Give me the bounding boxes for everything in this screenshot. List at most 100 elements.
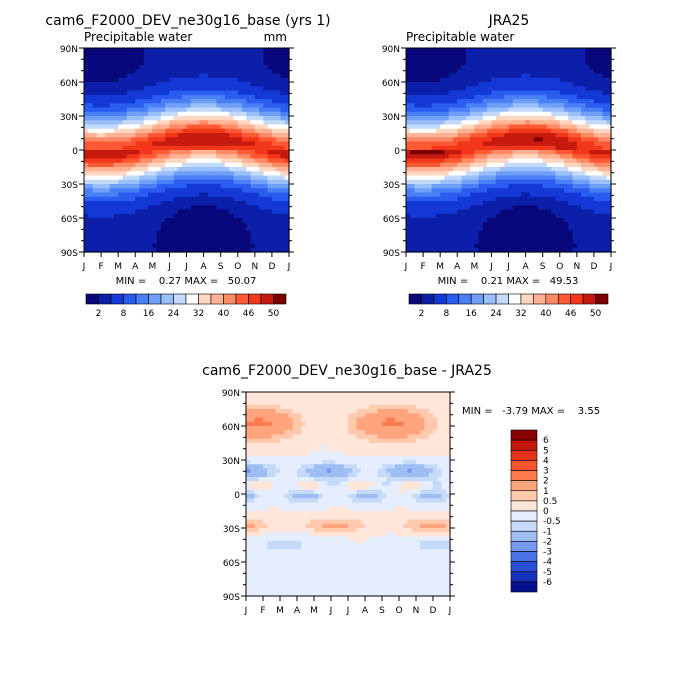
heatmap-cell [101,48,106,53]
heatmap-cell [203,133,209,138]
heatmap-cell [199,167,205,172]
heatmap-cell [448,209,454,215]
heatmap-cell [96,213,102,219]
heatmap-cell [276,218,282,223]
heatmap-cell [457,107,463,113]
heatmap-cell [173,128,179,134]
heatmap-cell [435,192,441,198]
heatmap-cell [406,128,411,134]
heatmap-cell [113,82,119,87]
heatmap-cell [551,201,557,206]
heatmap-cell [242,111,247,117]
heatmap-cell [529,111,535,117]
heatmap-cell [423,192,428,198]
heatmap-cell [452,167,458,172]
heatmap-cell [212,235,217,240]
heatmap-cell [564,192,569,198]
heatmap-cell [517,52,522,58]
heatmap-cell [259,60,264,66]
heatmap-cell [423,94,428,100]
heatmap-cell [534,209,539,215]
heatmap-cell [199,48,205,53]
heatmap-cell [478,154,484,160]
heatmap-cell [461,162,467,168]
heatmap-cell [452,179,458,185]
heatmap-cell [606,226,612,232]
heatmap-cell [246,506,251,512]
heatmap-cell [267,239,273,245]
heatmap-cell [254,485,260,491]
heatmap-cell [508,65,514,70]
heatmap-cell [254,566,260,572]
heatmap-cell [444,158,450,164]
heatmap-cell [423,226,428,232]
heatmap-cell [414,162,420,168]
heatmap-cell [148,162,153,168]
heatmap-cell [242,52,247,58]
heatmap-cell [521,150,527,155]
heatmap-cell [508,107,514,113]
heatmap-cell [568,218,574,223]
heatmap-cell [152,196,158,202]
heatmap-cell [576,107,582,113]
heatmap-cell [276,205,282,211]
heatmap-cell [504,69,510,75]
heatmap-cell [555,196,561,202]
heatmap-cell [250,455,256,461]
heatmap-cell [440,222,446,228]
heatmap-cell [276,94,282,100]
heatmap-cell [572,184,578,189]
heatmap-cell [495,239,501,245]
heatmap-cell [546,86,552,92]
panel-model-min-max: MIN = 0.27 MAX = 50.07 [116,276,257,287]
heatmap-cell [444,235,450,240]
heatmap-cell [418,213,424,219]
heatmap-cell [267,179,273,185]
heatmap-cell [444,137,450,143]
heatmap-cell [216,128,222,134]
heatmap-cell [491,218,497,223]
heatmap-cell [190,77,196,83]
heatmap-cell [606,107,612,113]
heatmap-cell [457,192,463,198]
heatmap-cell [559,107,565,113]
heatmap-cell [250,209,256,215]
heatmap-cell [113,69,119,75]
heatmap-cell [491,124,497,130]
heatmap-cell [216,179,222,185]
heatmap-cell [135,243,141,249]
heatmap-cell [122,226,128,232]
heatmap-cell [96,99,102,104]
heatmap-cell [263,179,269,185]
heatmap-cell [418,52,424,58]
heatmap-cell [427,103,433,109]
heatmap-cell [160,196,166,202]
heatmap-cell [250,167,256,172]
heatmap-cell [529,120,535,126]
heatmap-cell [195,150,200,155]
heatmap-cell [572,162,578,168]
heatmap-cell [457,48,463,53]
heatmap-cell [452,133,458,138]
heatmap-cell [254,553,260,559]
heatmap-cell [242,167,247,172]
heatmap-cell [529,90,535,96]
heatmap-cell [423,141,428,147]
heatmap-cell [410,175,416,181]
heatmap-cell [126,120,132,126]
heatmap-cell [465,128,471,134]
heatmap-cell [572,52,578,58]
heatmap-cell [173,154,179,160]
heatmap-cell [165,184,171,189]
heatmap-cell [542,52,548,58]
heatmap-cell [521,128,527,134]
heatmap-cell [576,154,582,160]
heatmap-cell [576,150,582,155]
heatmap-cell [258,511,264,516]
heatmap-cell [224,150,230,155]
heatmap-cell [576,56,582,62]
heatmap-cell [431,111,437,117]
heatmap-cell [525,230,531,236]
heatmap-cell [233,120,239,126]
heatmap-cell [109,128,115,134]
